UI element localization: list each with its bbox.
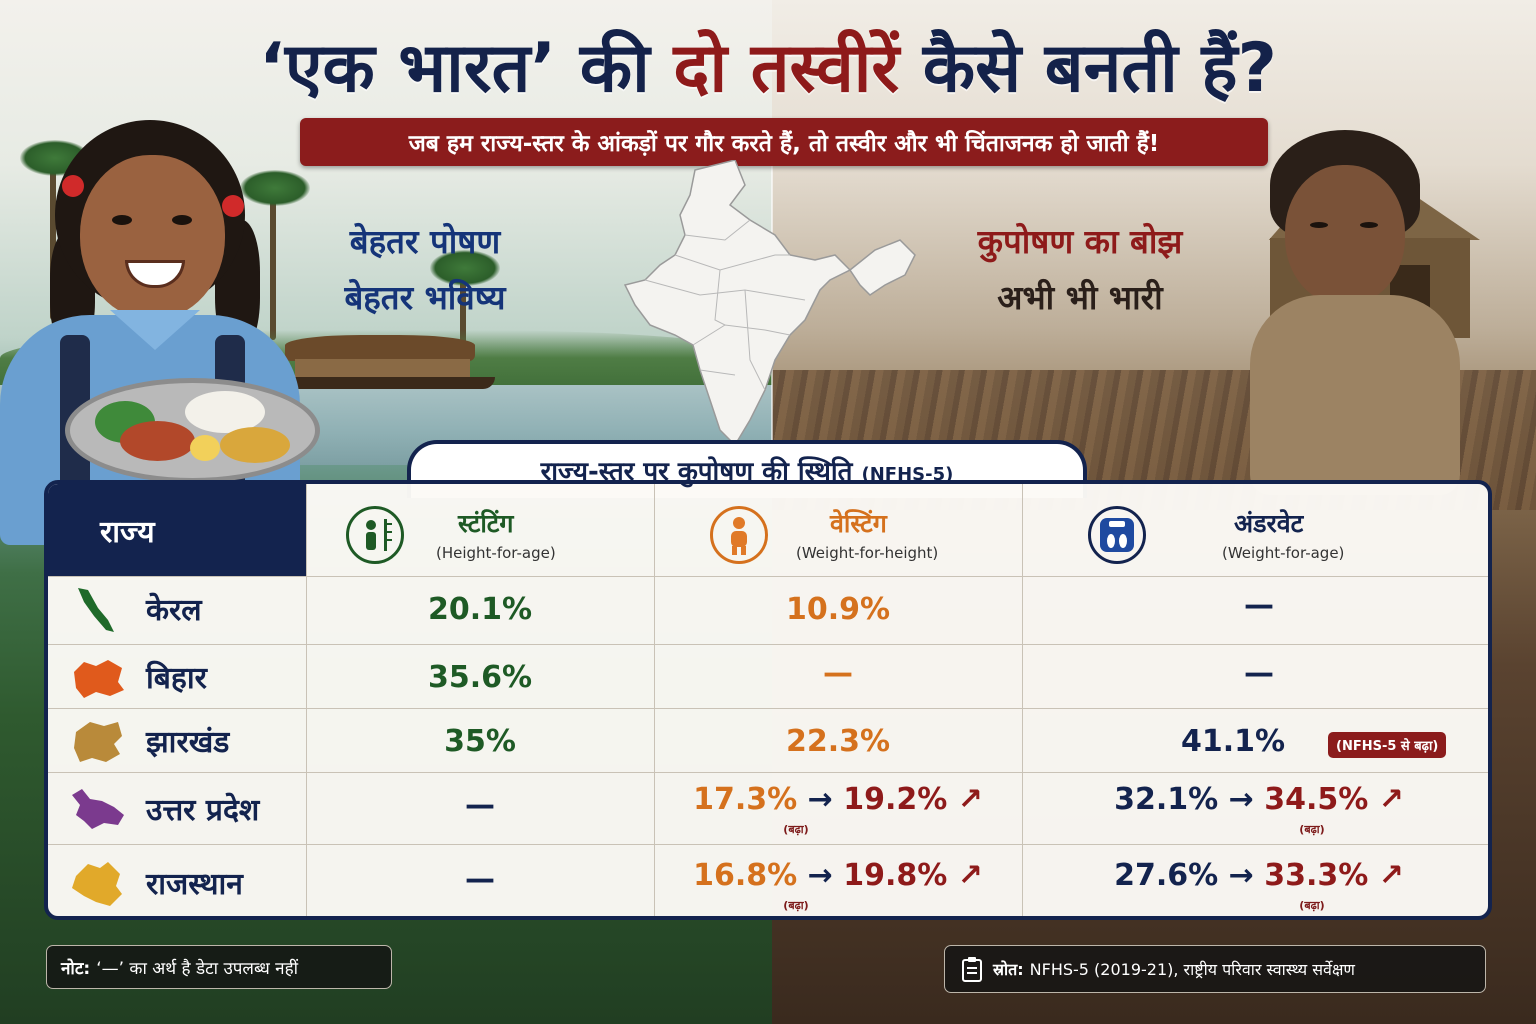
wasting-after: 19.8%: [843, 858, 948, 893]
column-header-wasting: वेस्टिंग (Weight-for-height): [654, 484, 1022, 576]
trend-up-icon: ↗: [947, 782, 983, 817]
row-divider: [48, 576, 1488, 577]
stunting-value: —: [465, 788, 495, 823]
trend-up-icon: ↗: [947, 858, 983, 893]
wasting-after: 19.2%: [843, 782, 948, 817]
clipboard-icon: [962, 957, 982, 982]
state-name: बिहार: [146, 661, 207, 696]
jharkhand-map-icon: [74, 722, 122, 762]
state-name: झारखंड: [146, 725, 230, 760]
positive-message: बेहतर पोषण बेहतर भविष्य: [300, 214, 550, 326]
positive-message-line2: बेहतर भविष्य: [344, 278, 506, 317]
food-plate: [65, 378, 320, 483]
underweight-value: —: [1244, 656, 1274, 691]
column-header-underweight: अंडरवेट (Weight-for-age): [1022, 484, 1488, 576]
state-name: उत्तर प्रदेश: [146, 793, 260, 828]
increase-note: (बढ़ा): [783, 899, 809, 912]
underweight-before: 27.6%: [1114, 858, 1219, 893]
malnutrition-table: राज्य स्टंटिंग (Height-for-age) वेस्टिंग…: [44, 480, 1492, 920]
column-divider: [654, 484, 655, 916]
increase-note: (बढ़ा): [783, 823, 809, 836]
houseboat: [285, 335, 495, 390]
wasting-subtitle: (Weight-for-height): [796, 544, 939, 562]
stunting-subtitle: (Height-for-age): [436, 544, 556, 562]
row-divider: [48, 844, 1488, 845]
underweight-value: 41.1%: [1180, 724, 1286, 759]
underweight-title: अंडरवेट: [1234, 509, 1304, 538]
row-divider: [48, 772, 1488, 773]
state-name: केरल: [146, 593, 202, 628]
footnote: नोट: ‘—’ का अर्थ है डेटा उपलब्ध नहीं: [46, 945, 392, 989]
stunting-value: —: [465, 862, 495, 897]
underweight-change: 27.6% → 33.3% ↗ (बढ़ा): [1114, 858, 1404, 912]
underweight-change: 32.1% → 34.5% ↗ (बढ़ा): [1114, 782, 1404, 836]
uttar-pradesh-map-icon: [72, 789, 124, 829]
note-text: ‘—’ का अर्थ है डेटा उपलब्ध नहीं: [96, 958, 299, 979]
source-citation: स्रोत: NFHS-5 (2019-21), राष्ट्रीय परिवा…: [944, 945, 1486, 993]
child-figure-icon: [710, 506, 768, 564]
state-column-header: राज्य: [48, 484, 306, 576]
table-row-uttar-pradesh: उत्तर प्रदेश: [48, 774, 306, 844]
note-label: नोट:: [61, 958, 91, 979]
bihar-map-icon: [74, 660, 124, 698]
table-title: राज्य-स्तर पर कुपोषण की स्थिति (NFHS-5): [407, 452, 1087, 488]
page-title: ‘एक भारत’ की दो तस्वीरें कैसे बनती हैं?: [259, 29, 1277, 108]
india-map-icon: [623, 160, 916, 447]
kerala-map-icon: [78, 588, 114, 632]
increase-note: (बढ़ा): [1299, 899, 1325, 912]
trend-up-icon: ↗: [1368, 858, 1404, 893]
underweight-before: 32.1%: [1114, 782, 1219, 817]
wasting-before: 17.3%: [693, 782, 798, 817]
positive-message-line1: बेहतर पोषण: [349, 222, 501, 261]
rajasthan-map-icon: [72, 862, 122, 906]
wasting-change: 16.8% → 19.8% ↗ (बढ़ा): [693, 858, 983, 912]
table-row-bihar: बिहार: [48, 646, 306, 710]
wasting-before: 16.8%: [693, 858, 798, 893]
table-row-rajasthan: राजस्थान: [48, 846, 306, 916]
source-text: NFHS-5 (2019-21), राष्ट्रीय परिवार स्वास…: [1029, 960, 1355, 979]
state-name: राजस्थान: [146, 867, 243, 902]
table-title-text: राज्य-स्तर पर कुपोषण की स्थिति: [540, 457, 853, 487]
wasting-change: 17.3% → 19.2% ↗ (बढ़ा): [693, 782, 983, 836]
underweight-after: 34.5%: [1264, 782, 1369, 817]
underweight-value: —: [1244, 588, 1274, 623]
trend-up-icon: ↗: [1368, 782, 1404, 817]
wasting-value: 22.3%: [785, 724, 891, 759]
increase-note: (बढ़ा): [1299, 823, 1325, 836]
state-column-header-label: राज्य: [100, 514, 155, 550]
source-label: स्रोत:: [993, 960, 1024, 979]
subtitle-banner: जब हम राज्य-स्तर के आंकड़ों पर गौर करते …: [300, 118, 1268, 166]
negative-message: कुपोषण का बोझ अभी भी भारी: [915, 214, 1245, 326]
height-measure-icon: [346, 506, 404, 564]
row-divider: [48, 644, 1488, 645]
table-row-jharkhand: झारखंड: [48, 710, 306, 774]
table-title-tag: (NFHS-5): [861, 464, 954, 485]
subtitle-text: जब हम राज्य-स्तर के आंकड़ों पर गौर करते …: [408, 131, 1160, 157]
column-header-stunting: स्टंटिंग (Height-for-age): [306, 484, 654, 576]
underweight-after: 33.3%: [1264, 858, 1369, 893]
stunting-value: 20.1%: [427, 592, 533, 627]
row-divider: [48, 708, 1488, 709]
weighing-scale-icon: [1088, 506, 1146, 564]
stunting-value: 35%: [444, 724, 516, 759]
table-row-kerala: केरल: [48, 578, 306, 644]
underweight-subtitle: (Weight-for-age): [1222, 544, 1345, 562]
stunting-title: स्टंटिंग: [458, 509, 514, 538]
wasting-title: वेस्टिंग: [830, 509, 887, 538]
column-divider: [306, 484, 307, 916]
negative-message-line2: अभी भी भारी: [997, 278, 1163, 317]
column-divider: [1022, 484, 1023, 916]
negative-message-line1: कुपोषण का बोझ: [977, 222, 1183, 261]
stunting-value: 35.6%: [427, 660, 533, 695]
wasting-value: —: [823, 656, 853, 691]
malnourished-boy: [1230, 130, 1480, 495]
increase-badge: (NFHS-5 से बढ़ा): [1328, 732, 1447, 758]
wasting-value: 10.9%: [785, 592, 891, 627]
